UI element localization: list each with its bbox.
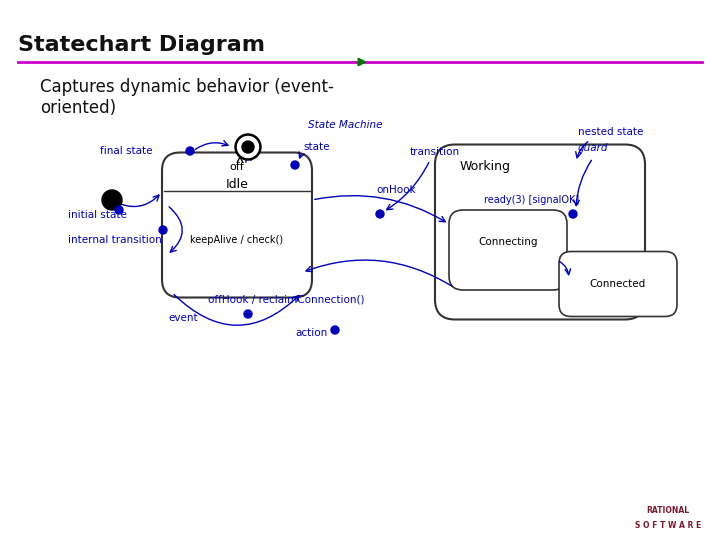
Circle shape [291, 161, 299, 169]
Text: event: event [168, 313, 197, 323]
Text: RATIONAL
S O F T W A R E: RATIONAL S O F T W A R E [635, 506, 701, 530]
Text: transition: transition [410, 147, 460, 157]
Circle shape [331, 326, 339, 334]
Text: ready(3) [signalOK]: ready(3) [signalOK] [484, 195, 580, 205]
Circle shape [376, 210, 384, 218]
Text: guard: guard [578, 143, 608, 153]
Circle shape [244, 310, 252, 318]
Circle shape [235, 134, 261, 160]
Circle shape [242, 141, 254, 153]
Text: final state: final state [100, 146, 153, 156]
FancyBboxPatch shape [162, 152, 312, 298]
FancyBboxPatch shape [449, 210, 567, 290]
Circle shape [159, 226, 167, 234]
Text: Statechart Diagram: Statechart Diagram [18, 35, 265, 55]
Text: State Machine: State Machine [307, 120, 382, 130]
Text: Connected: Connected [590, 279, 646, 289]
Circle shape [569, 210, 577, 218]
Text: nested state: nested state [578, 127, 644, 137]
FancyBboxPatch shape [435, 145, 645, 320]
Circle shape [115, 206, 123, 214]
Text: off: off [230, 162, 244, 172]
Text: keepAlive / check(): keepAlive / check() [190, 235, 284, 245]
Text: Working: Working [459, 160, 510, 173]
Text: action: action [295, 328, 328, 338]
Text: internal transition: internal transition [68, 235, 162, 245]
Text: state: state [303, 142, 330, 152]
Text: offHook / reclaimConnection(): offHook / reclaimConnection() [208, 295, 364, 305]
Text: initial state: initial state [68, 210, 127, 220]
Circle shape [102, 190, 122, 210]
Text: onHook: onHook [376, 185, 415, 195]
Text: Connecting: Connecting [478, 237, 538, 247]
Text: Captures dynamic behavior (event-
oriented): Captures dynamic behavior (event- orient… [40, 78, 334, 117]
Text: Idle: Idle [225, 179, 248, 192]
Circle shape [238, 137, 258, 158]
FancyBboxPatch shape [559, 252, 677, 316]
Circle shape [186, 147, 194, 155]
